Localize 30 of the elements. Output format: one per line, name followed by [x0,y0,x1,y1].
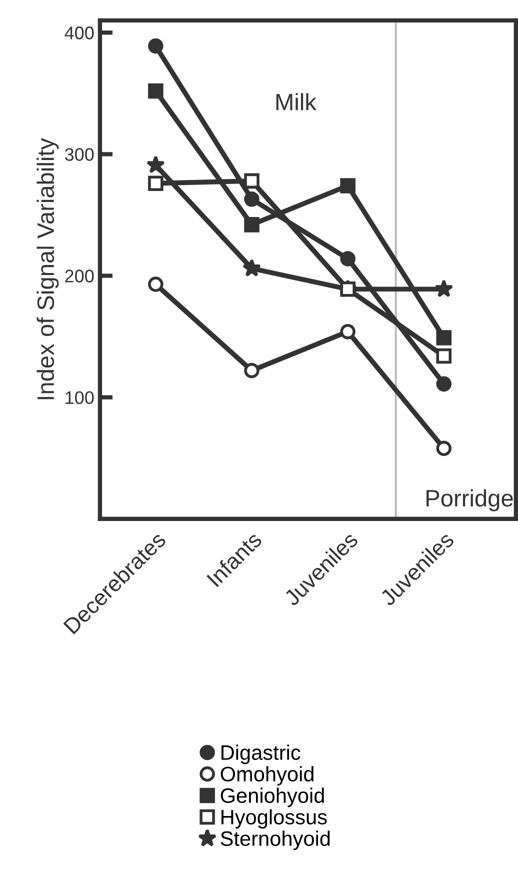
point [148,38,164,54]
point [244,192,260,207]
y-axis-title: Index of Signal Variability [36,138,59,400]
point [244,217,260,232]
point [244,362,260,378]
point [436,348,452,364]
point [244,173,260,189]
legend-label: Omohyoid [220,766,314,786]
point [340,324,356,340]
point [146,155,166,174]
y-tick-label: 400 [64,26,94,40]
y-tick-label: 200 [65,270,94,282]
point [436,440,452,456]
y-tick-label: 100 [66,391,94,404]
legend-label: Geniohyoid [220,788,324,808]
point [436,330,452,346]
annotation: Porridge [426,489,513,512]
point [148,176,164,191]
legend-label: Digastric [222,744,300,764]
point [148,276,164,292]
y-tick-label: 300 [64,148,94,161]
point [434,279,454,298]
point [242,258,262,277]
legend-label: Hyoglossus [222,809,327,829]
point [340,251,356,266]
point [436,376,452,392]
legend-label: Sternohyoid [220,830,330,850]
point [340,178,356,194]
annotation: Milk [276,93,316,110]
point [148,83,164,99]
